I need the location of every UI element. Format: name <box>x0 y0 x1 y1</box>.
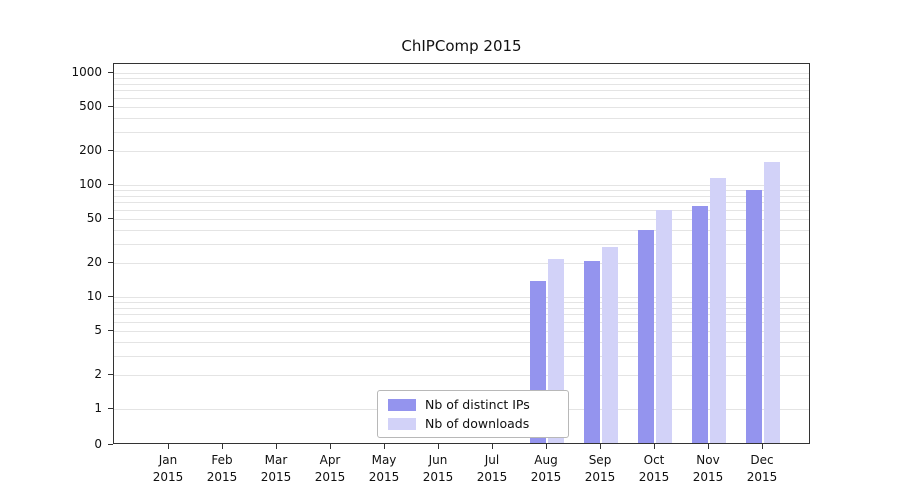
legend-item-downloads: Nb of downloads <box>388 416 558 431</box>
x-axis-tick-label: Feb 2015 <box>206 453 238 484</box>
legend: Nb of distinct IPs Nb of downloads <box>377 390 569 438</box>
x-axis-tick-label: Jul 2015 <box>476 453 508 484</box>
gridline <box>114 210 809 211</box>
bar-distinct-ips-dec <box>746 190 762 443</box>
x-axis-tick-mark <box>330 444 331 449</box>
gridline <box>114 73 809 74</box>
bar-distinct-ips-oct <box>638 230 654 443</box>
y-axis-tick-label: 10 <box>86 289 102 303</box>
gridline <box>114 375 809 376</box>
gridline <box>114 244 809 245</box>
gridline <box>114 230 809 231</box>
x-axis-tick-label: Aug 2015 <box>530 453 562 484</box>
y-axis-tick-mark <box>108 408 113 409</box>
gridline <box>114 356 809 357</box>
y-axis-tick-mark <box>108 296 113 297</box>
gridline <box>114 185 809 186</box>
gridline <box>114 297 809 298</box>
gridline <box>114 331 809 332</box>
gridline <box>114 263 809 264</box>
y-axis-tick-label: 500 <box>79 98 102 113</box>
x-axis-tick-mark <box>546 444 547 449</box>
x-axis-tick-mark <box>438 444 439 449</box>
x-axis-tick-mark <box>276 444 277 449</box>
y-axis-tick-mark <box>108 374 113 375</box>
gridline <box>114 314 809 315</box>
legend-swatch-distinct-ips <box>388 398 416 411</box>
gridline <box>114 322 809 323</box>
y-axis-tick-mark <box>108 150 113 151</box>
y-axis-tick-mark <box>108 218 113 219</box>
y-axis-tick-label: 20 <box>86 255 102 270</box>
x-axis-tick-mark <box>762 444 763 449</box>
x-axis-tick-label: Dec 2015 <box>746 453 778 484</box>
x-axis-tick-label: Mar 2015 <box>260 453 292 484</box>
y-axis-tick-label: 50 <box>86 210 102 225</box>
legend-swatch-downloads <box>388 417 416 430</box>
x-axis-tick-mark <box>222 444 223 449</box>
y-axis-tick-mark <box>108 444 113 445</box>
bar-distinct-ips-nov <box>692 206 708 443</box>
y-axis-tick-mark <box>108 262 113 263</box>
x-axis-tick-label: Sep 2015 <box>584 453 616 484</box>
gridline <box>114 302 809 303</box>
gridline <box>114 78 809 79</box>
legend-item-distinct-ips: Nb of distinct IPs <box>388 397 558 412</box>
x-axis-tick-mark <box>492 444 493 449</box>
gridline <box>114 190 809 191</box>
gridline <box>114 84 809 85</box>
gridline <box>114 98 809 99</box>
gridline <box>114 90 809 91</box>
x-axis-tick-mark <box>654 444 655 449</box>
bar-downloads-sep <box>602 247 618 443</box>
x-axis-tick-label: Oct 2015 <box>638 453 670 484</box>
y-axis-tick-label: 1000 <box>71 65 102 79</box>
x-axis-tick-mark <box>600 444 601 449</box>
x-axis-tick-mark <box>708 444 709 449</box>
bar-downloads-oct <box>656 210 672 443</box>
bar-downloads-nov <box>710 178 726 443</box>
chart-title: ChIPComp 2015 <box>401 37 522 55</box>
y-axis-tick-mark <box>108 330 113 331</box>
gridline <box>114 151 809 152</box>
gridline <box>114 308 809 309</box>
y-axis-tick-label: 200 <box>79 143 102 158</box>
gridline <box>114 342 809 343</box>
gridline <box>114 107 809 108</box>
bar-distinct-ips-sep <box>584 261 600 443</box>
gridline <box>114 132 809 133</box>
gridline <box>114 219 809 220</box>
y-axis-tick-mark <box>108 72 113 73</box>
y-axis-tick-mark <box>108 106 113 107</box>
gridline <box>114 196 809 197</box>
legend-label-distinct-ips: Nb of distinct IPs <box>425 397 530 412</box>
gridline <box>114 118 809 119</box>
x-axis-tick-mark <box>384 444 385 449</box>
x-axis-tick-label: May 2015 <box>368 453 400 484</box>
x-axis-tick-label: Apr 2015 <box>314 453 346 484</box>
x-axis-tick-mark <box>168 444 169 449</box>
y-axis-tick-label: 2 <box>94 367 102 382</box>
y-axis-tick-mark <box>108 184 113 185</box>
bar-downloads-dec <box>764 162 780 443</box>
x-axis-tick-label: Jun 2015 <box>422 453 454 484</box>
legend-label-downloads: Nb of downloads <box>425 416 530 431</box>
y-axis-tick-label: 0 <box>94 437 102 451</box>
x-axis-tick-label: Jan 2015 <box>152 453 184 484</box>
x-axis-tick-label: Nov 2015 <box>692 453 724 484</box>
y-axis-tick-label: 1 <box>94 401 102 415</box>
y-axis-tick-label: 5 <box>94 322 102 337</box>
plot-area <box>113 63 810 444</box>
gridline <box>114 202 809 203</box>
y-axis-tick-label: 100 <box>79 177 102 191</box>
